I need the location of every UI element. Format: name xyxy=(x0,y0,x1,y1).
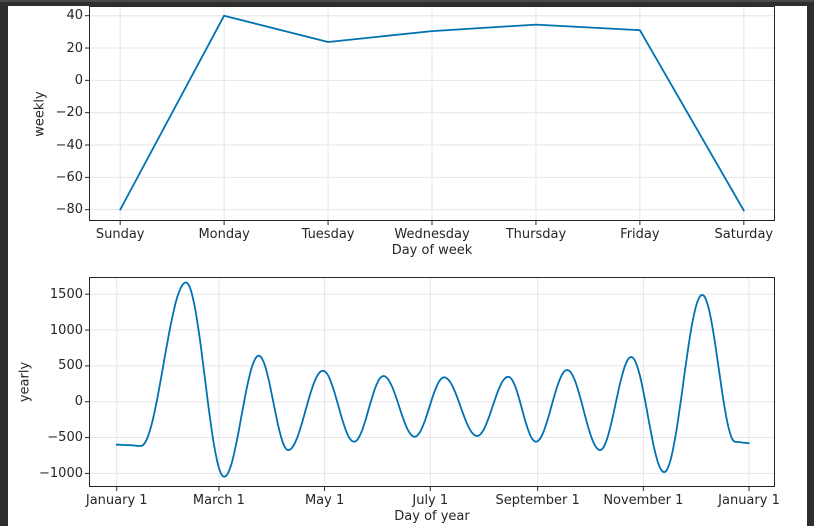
yearly-xaxis-title: Day of year xyxy=(394,509,470,524)
yearly-component-chart: Day of year yearly January 1 March 1 May 1… xyxy=(8,6,807,526)
yearly-component-x-tick-label: July 1 xyxy=(412,493,449,508)
weekly-component-x-tick-label: Wednesday xyxy=(394,227,470,242)
yearly-component-y-tick-label: 500 xyxy=(58,358,83,374)
yearly-component-y-tick-label: 1000 xyxy=(49,322,83,338)
weekly-xaxis-title: Day of week xyxy=(391,243,473,258)
weekly-component-x-tick-label: Thursday xyxy=(505,227,567,242)
yearly-component-x-tick-label: May 1 xyxy=(304,493,345,508)
weekly-component-y-tick-label: −60 xyxy=(55,169,83,185)
weekly-component-y-tick-label: 40 xyxy=(66,8,83,24)
yearly-component-y-tick-label: −500 xyxy=(47,430,83,446)
weekly-component-x-tick-label: Tuesday xyxy=(301,227,355,242)
weekly-component-x-tick-label: Saturday xyxy=(714,227,774,242)
weekly-component-y-tick-label: −40 xyxy=(55,137,83,153)
yearly-component-x-tick-label: March 1 xyxy=(192,493,245,508)
yearly-plot-area xyxy=(85,277,775,491)
yearly-component-y-tick-label: 1500 xyxy=(49,286,83,302)
yearly-component-x-tick-label: January 1 xyxy=(85,493,148,508)
yearly-component-y-tick-label: −1000 xyxy=(39,465,83,481)
yearly-component-x-tick-label: November 1 xyxy=(603,493,684,508)
yearly-component-x-tick-label: September 1 xyxy=(495,493,580,508)
yearly-component-x-tick-label: January 1 xyxy=(718,493,780,508)
weekly-plot-area xyxy=(85,6,775,225)
yearly-component-y-tick-label: 0 xyxy=(74,394,83,410)
window-chrome-highlight xyxy=(0,0,814,2)
weekly-component-x-tick-label: Friday xyxy=(620,227,660,242)
weekly-component-x-tick-label: Monday xyxy=(198,227,250,242)
weekly-component-y-tick-label: −20 xyxy=(55,105,83,121)
weekly-component-y-tick-label: 20 xyxy=(66,40,83,56)
weekly-yaxis-title: weekly xyxy=(32,90,48,137)
figure-canvas: Day of week weekly Sunday Monday Tuesday We… xyxy=(8,6,807,526)
weekly-component-chart: Day of week weekly Sunday Monday Tuesday We… xyxy=(8,6,807,526)
weekly-component-x-tick-label: Sunday xyxy=(95,227,145,242)
yearly-yaxis-title: yearly xyxy=(17,361,33,403)
weekly-component-y-tick-label: 0 xyxy=(74,72,83,88)
weekly-component-y-tick-label: −80 xyxy=(55,202,83,218)
